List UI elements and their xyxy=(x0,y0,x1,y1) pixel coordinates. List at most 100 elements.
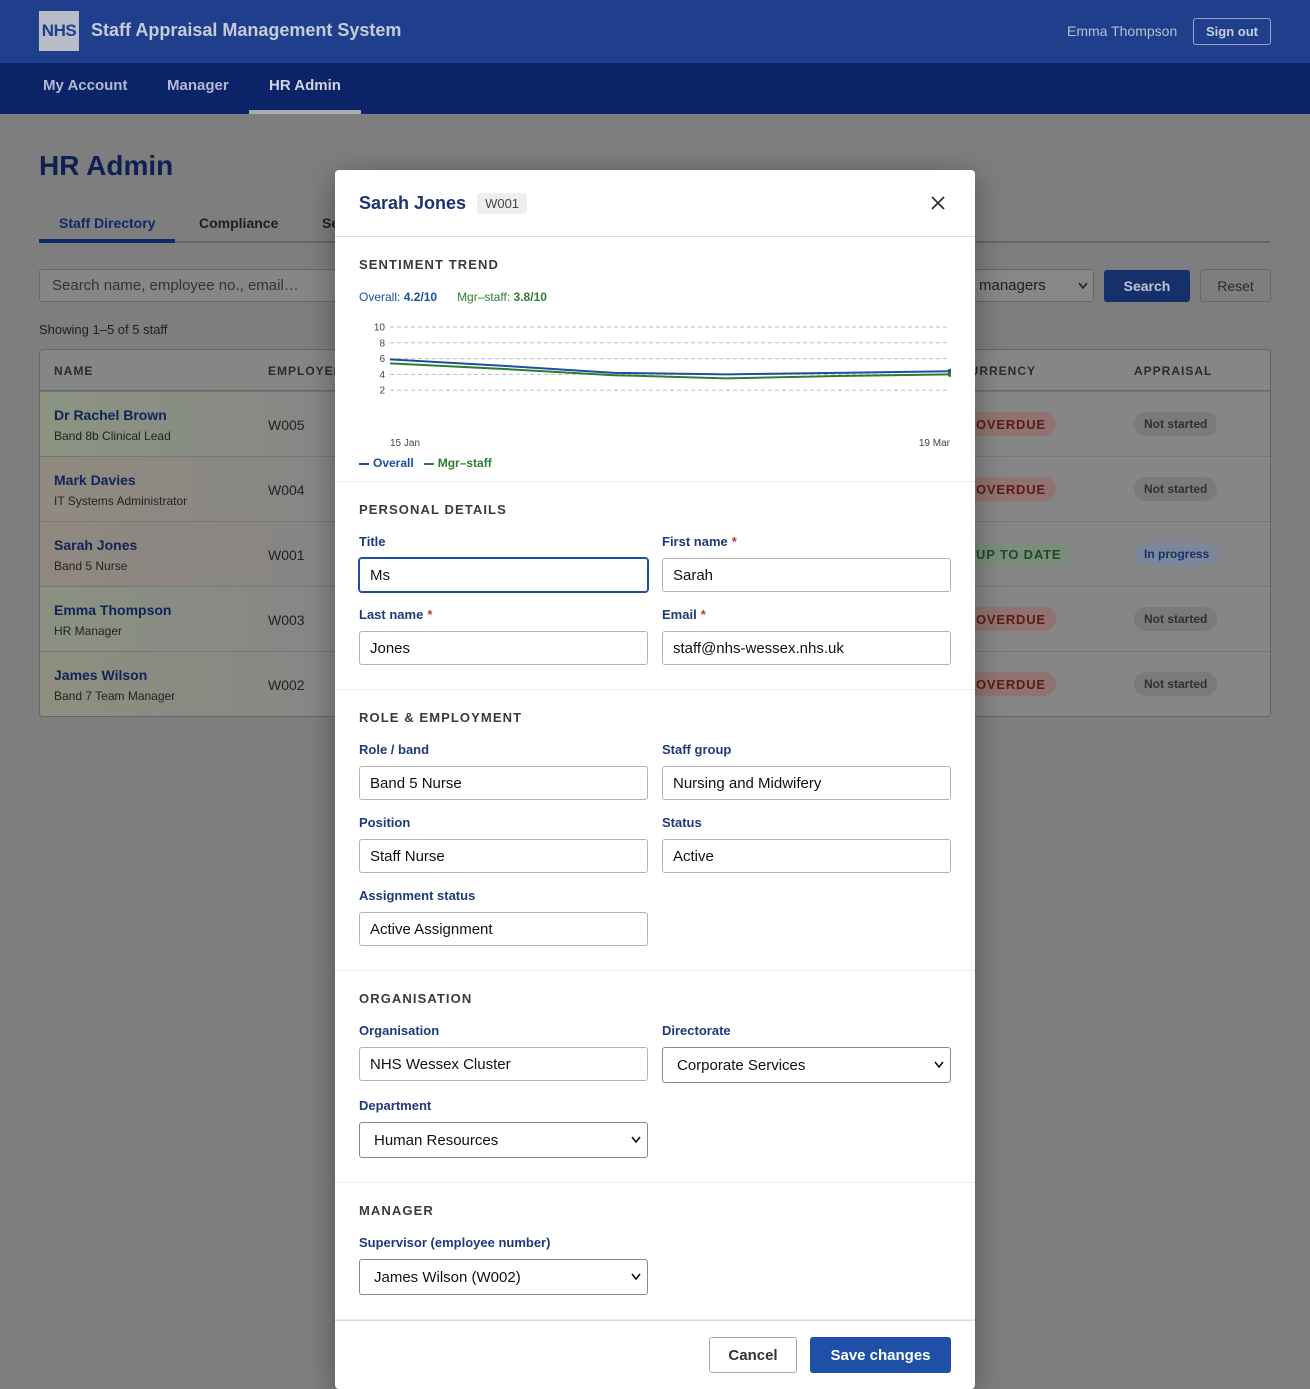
cancel-button[interactable]: Cancel xyxy=(709,1337,797,1373)
chevron-path xyxy=(631,1136,641,1144)
form-field: Email * staff@nhs-wessex.nhs.uk xyxy=(662,607,951,665)
chevron-path xyxy=(631,1273,641,1281)
employee-badge: W001 xyxy=(477,192,528,214)
appraisal-badge: Not started xyxy=(1134,672,1218,696)
text-input[interactable]: Staff Nurse xyxy=(359,839,648,873)
table-row: James Wilson Band 7 Team Manager W002 OVERD… xyxy=(40,651,1270,716)
staff-name[interactable]: Sarah Jones xyxy=(54,537,138,553)
employee-number: W005 xyxy=(268,417,305,433)
field-value: Sarah xyxy=(673,566,714,584)
form-section: ORGANISATION Organisation NHS Wessex Clust… xyxy=(335,971,975,1183)
sign-out-button[interactable]: Sign out xyxy=(1193,18,1271,45)
staff-name[interactable]: Dr Rachel Brown xyxy=(54,407,167,423)
form-section: MANAGER Supervisor (employee number) James… xyxy=(335,1183,975,1320)
tab-active-indicator xyxy=(39,239,175,243)
nav-bar: My Account Manager HR Admin xyxy=(0,63,1310,114)
text-input[interactable]: Nursing and Midwifery xyxy=(662,766,951,800)
select-field[interactable]: Corporate Services xyxy=(662,1047,951,1083)
text-input[interactable]: NHS Wessex Cluster xyxy=(359,1047,648,1081)
field-value: Human Resources xyxy=(374,1131,499,1149)
tab[interactable]: Staff Directory xyxy=(59,215,156,231)
field-label: Staff group xyxy=(662,742,951,758)
app-title: Staff Appraisal Management System xyxy=(91,20,402,40)
series-line xyxy=(389,358,951,376)
staff-name[interactable]: Mark Davies xyxy=(54,472,136,488)
select-field[interactable]: James Wilson (W002) xyxy=(359,1259,648,1295)
row-highlight xyxy=(40,457,340,521)
field-value: Active xyxy=(673,847,714,865)
text-input[interactable]: Ms xyxy=(359,558,648,592)
employee-number: W001 xyxy=(268,547,305,563)
form-field: Department Human Resources xyxy=(359,1098,648,1158)
search-button[interactable]: Search xyxy=(1104,270,1190,302)
form-field: Directorate Corporate Services xyxy=(662,1023,951,1083)
dialog-header: Sarah Jones W001 xyxy=(335,170,975,237)
field-label: Directorate xyxy=(662,1023,951,1039)
field-value: Ms xyxy=(370,566,390,584)
result-count: Showing 1–5 of 5 staff xyxy=(39,322,168,337)
y-tick-label: 2 xyxy=(379,386,385,397)
form-field: Role / band Band 5 Nurse xyxy=(359,742,648,800)
tab[interactable]: Se xyxy=(322,215,340,231)
appraisal-badge: Not started xyxy=(1134,477,1218,501)
column-header: CURRENCY xyxy=(960,364,1037,378)
text-input[interactable]: Jones xyxy=(359,631,648,665)
text-input[interactable]: Sarah xyxy=(662,558,951,592)
chevron-icon xyxy=(934,1061,944,1069)
reset-button[interactable]: Reset xyxy=(1200,269,1271,302)
form-field: Title Ms xyxy=(359,534,648,592)
close-button[interactable] xyxy=(931,196,945,210)
staff-name[interactable]: Emma Thompson xyxy=(54,602,172,618)
text-input[interactable]: Active xyxy=(662,839,951,873)
field-grid: Supervisor (employee number) James Wilson… xyxy=(359,1235,951,1295)
row-highlight xyxy=(40,652,340,716)
tab[interactable]: Compliance xyxy=(199,215,279,231)
field-label: Position xyxy=(359,815,648,831)
label-text: Email xyxy=(662,607,697,622)
currency-badge: OVERDUE xyxy=(966,607,1056,631)
x-tick-label: 19 Mar xyxy=(919,438,951,449)
logo: NHS xyxy=(39,11,79,51)
dialog-footer: Cancel Save changes xyxy=(335,1320,975,1389)
staff-role: HR Manager xyxy=(54,624,123,638)
y-tick-label: 10 xyxy=(374,323,386,334)
text-input[interactable]: staff@nhs-wessex.nhs.uk xyxy=(662,631,951,665)
appraisal-badge: In progress xyxy=(1134,542,1220,566)
form-field: Last name * Jones xyxy=(359,607,648,665)
section-heading: MANAGER xyxy=(359,1203,434,1218)
legend-item: Mgr–staff xyxy=(423,455,492,471)
text-input[interactable]: Band 5 Nurse xyxy=(359,766,648,800)
label-text: First name xyxy=(662,534,728,549)
column-header: APPRAISAL xyxy=(1134,364,1213,378)
field-value: Jones xyxy=(370,639,411,657)
field-value: Staff Nurse xyxy=(370,847,445,865)
employee-number: W003 xyxy=(268,612,305,628)
page-title: HR Admin xyxy=(39,150,174,181)
legend-swatch xyxy=(423,462,434,465)
form-field: First name * Sarah xyxy=(662,534,951,592)
staff-name[interactable]: James Wilson xyxy=(54,667,148,683)
nav-item[interactable]: HR Admin xyxy=(269,77,341,94)
field-value: Band 5 Nurse xyxy=(370,774,462,792)
currency-badge: OVERDUE xyxy=(966,477,1056,501)
column-header: NAME xyxy=(54,364,94,378)
field-label: Email * xyxy=(662,607,951,623)
section-heading: PERSONAL DETAILS xyxy=(359,502,507,517)
search-input[interactable]: Search name, employee no., email… xyxy=(39,269,359,302)
chart-legend: Overall Mgr–staff xyxy=(359,455,951,471)
label-text: Supervisor (employee number) xyxy=(359,1235,551,1250)
summary-item: Overall: 4.2/10 xyxy=(359,289,437,305)
text-input[interactable]: Active Assignment xyxy=(359,912,648,946)
series-end-point xyxy=(947,371,951,377)
summary-value: 4.2/10 xyxy=(403,290,438,304)
sentiment-chart: 2 4 6 8 10 15 Jan 19 Mar xyxy=(374,323,951,449)
field-grid: Role / band Band 5 Nurse Staff group Nursin… xyxy=(359,742,951,946)
select-field[interactable]: Human Resources xyxy=(359,1122,648,1158)
field-grid: Organisation NHS Wessex Cluster Directorat… xyxy=(359,1023,951,1158)
nav-item[interactable]: My Account xyxy=(43,77,128,94)
legend-swatch xyxy=(359,462,369,465)
nav-item[interactable]: Manager xyxy=(167,77,229,94)
staff-role: Band 8b Clinical Lead xyxy=(54,429,171,443)
dialog-title: Sarah Jones xyxy=(359,192,467,213)
save-button[interactable]: Save changes xyxy=(810,1337,951,1373)
